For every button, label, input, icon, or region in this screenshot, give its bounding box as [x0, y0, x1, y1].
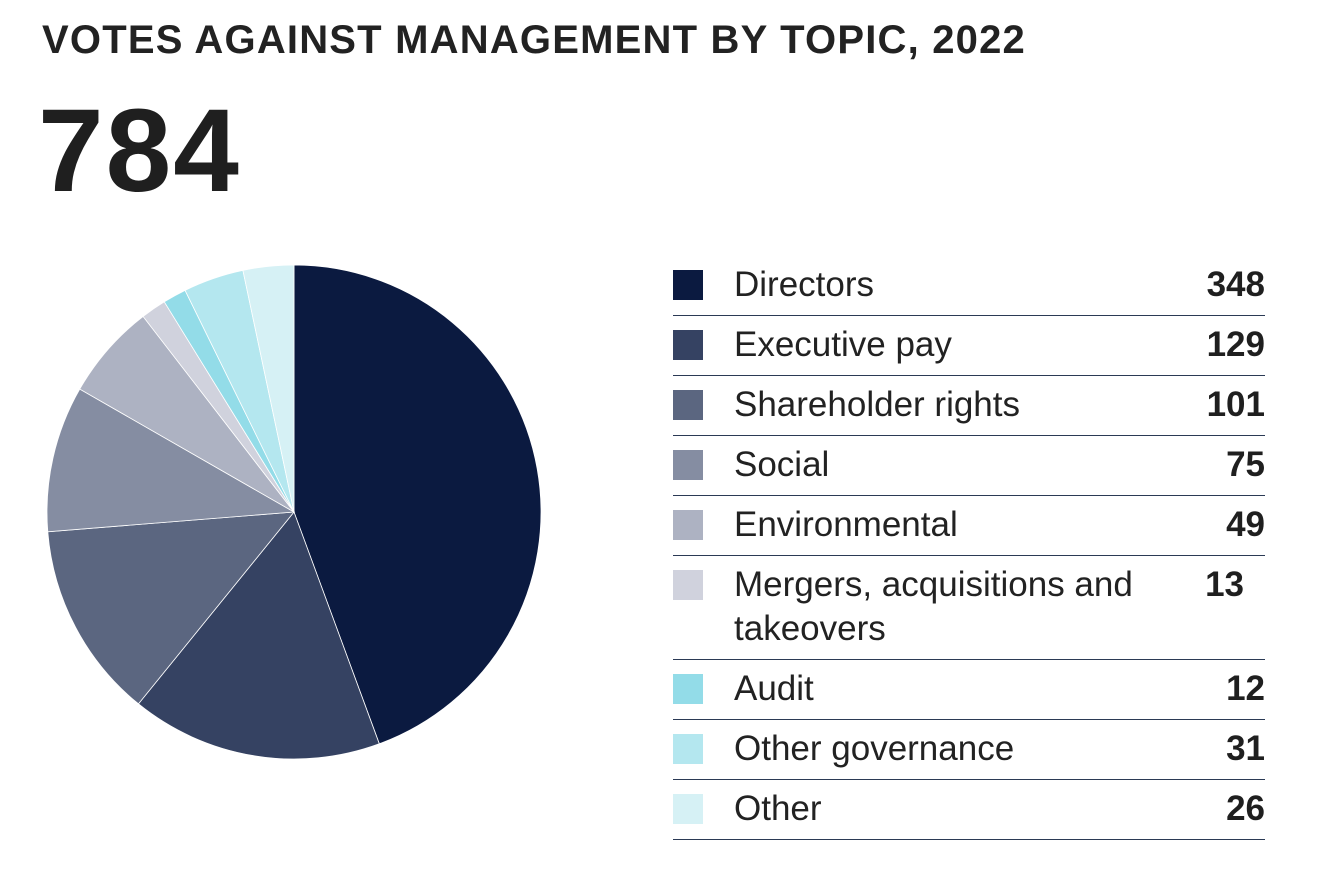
legend-value: 348 — [1206, 265, 1265, 304]
pie-slice-directors — [293, 264, 542, 745]
legend-value: 12 — [1226, 669, 1265, 708]
legend-swatch — [673, 450, 703, 480]
legend-swatch — [673, 390, 703, 420]
legend-label: Executive pay — [734, 325, 952, 364]
legend-row-other: Other 26 — [673, 780, 1265, 840]
legend-label: Other governance — [734, 729, 1015, 768]
pie-slice-executive-pay — [137, 511, 380, 760]
pie-slice-other — [242, 264, 295, 513]
legend-label: Mergers, acquisitions and takeovers — [734, 565, 1133, 648]
legend-label: Social — [734, 445, 830, 484]
legend: Directors 348 Executive pay 129 Shareholder … — [673, 256, 1265, 840]
legend-value: 129 — [1206, 325, 1265, 364]
legend-row-directors: Directors 348 — [673, 256, 1265, 316]
legend-label: Other — [734, 789, 822, 828]
legend-row-audit: Audit 12 — [673, 660, 1265, 720]
legend-row-shareholder-rights: Shareholder rights 101 — [673, 376, 1265, 436]
legend-value: 13 — [1205, 565, 1244, 604]
legend-label: Audit — [734, 669, 814, 708]
total-votes: 784 — [38, 85, 241, 217]
legend-swatch — [673, 794, 703, 824]
legend-value: 49 — [1226, 505, 1265, 544]
legend-swatch — [673, 510, 703, 540]
legend-value: 75 — [1226, 445, 1265, 484]
legend-row-environmental: Environmental 49 — [673, 496, 1265, 556]
legend-swatch — [673, 734, 703, 764]
legend-swatch — [673, 570, 703, 600]
legend-label: Shareholder rights — [734, 385, 1020, 424]
pie-chart — [46, 264, 542, 760]
legend-label: Environmental — [734, 505, 958, 544]
legend-row-executive-pay: Executive pay 129 — [673, 316, 1265, 376]
legend-swatch — [673, 330, 703, 360]
pie-slice-social — [46, 388, 296, 533]
pie-slice-shareholder-rights — [47, 511, 295, 705]
legend-value: 26 — [1226, 789, 1265, 828]
legend-swatch — [673, 674, 703, 704]
chart-title: VOTES AGAINST MANAGEMENT BY TOPIC, 2022 — [42, 18, 1027, 62]
legend-row-mergers-acquisitions-and-takeovers: Mergers, acquisitions and takeovers 13 — [673, 556, 1265, 660]
legend-row-social: Social 75 — [673, 436, 1265, 496]
legend-value: 31 — [1226, 729, 1265, 768]
legend-label: Directors — [734, 265, 875, 304]
legend-swatch — [673, 270, 703, 300]
legend-value: 101 — [1206, 385, 1265, 424]
legend-row-other-governance: Other governance 31 — [673, 720, 1265, 780]
